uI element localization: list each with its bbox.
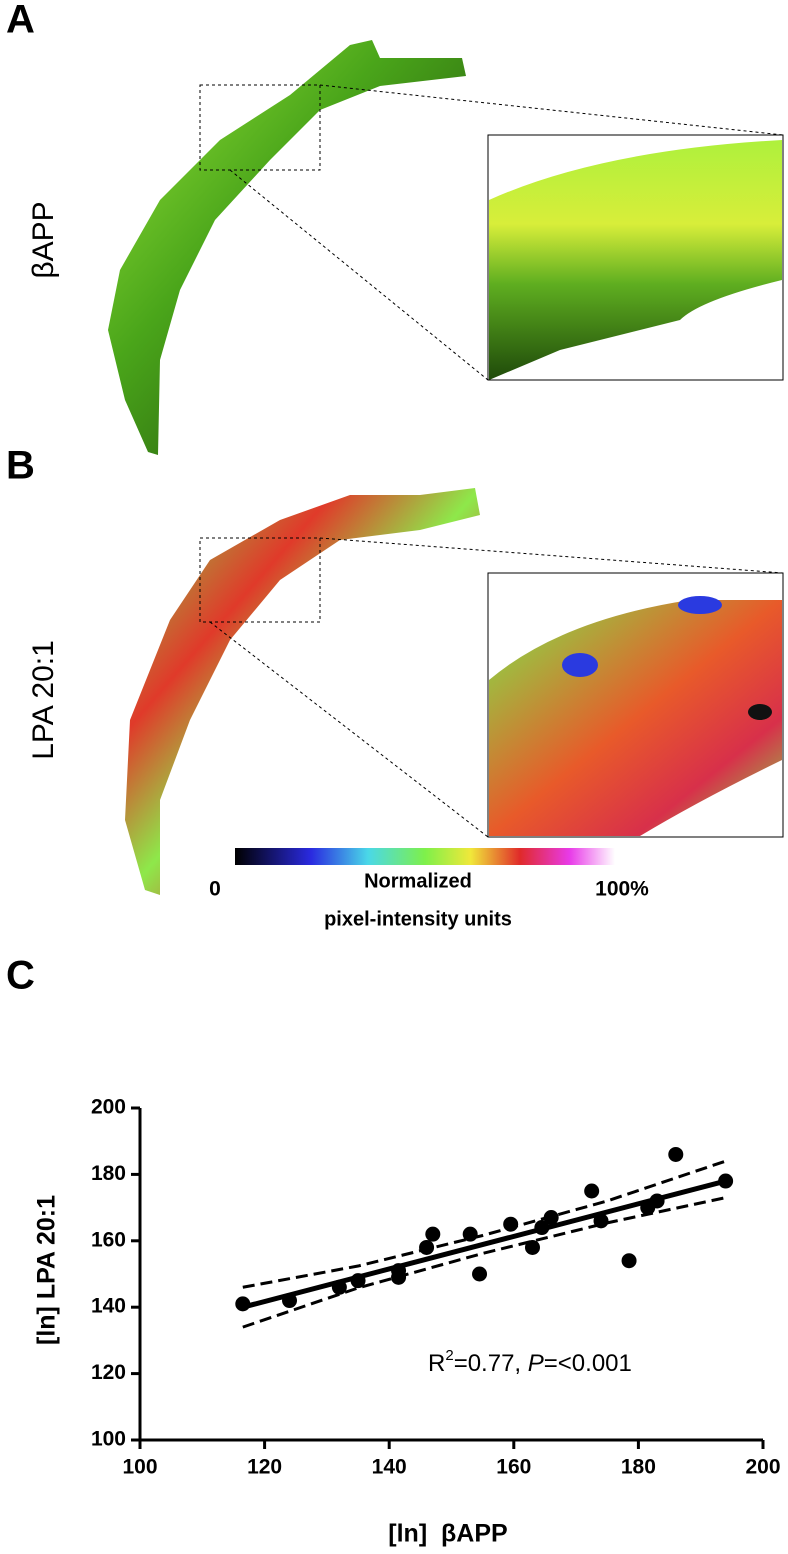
y-tick-label: 120	[91, 1361, 126, 1384]
point	[534, 1220, 550, 1236]
x-tick-label: 120	[247, 1456, 282, 1479]
tissue-image	[108, 40, 466, 455]
panel-label: A	[6, 0, 35, 42]
point	[621, 1253, 637, 1269]
point	[462, 1226, 478, 1242]
point	[391, 1269, 407, 1285]
point	[584, 1183, 600, 1199]
inset-image	[489, 600, 782, 836]
point	[649, 1193, 665, 1209]
ci-upper	[242, 1159, 727, 1289]
colorbar	[235, 848, 615, 865]
colorbar-caption: Normalized	[364, 870, 472, 892]
r2-rest: =0.77,	[454, 1350, 528, 1377]
colorbar-caption: pixel-intensity units	[324, 908, 512, 930]
y-tick-label: 140	[91, 1295, 126, 1318]
p-label: P	[528, 1350, 544, 1377]
colorbar-min: 0	[209, 878, 221, 901]
inset-blob	[562, 653, 598, 677]
panel-label: C	[6, 954, 35, 998]
panel-label: B	[6, 444, 35, 488]
point	[419, 1239, 435, 1255]
point	[425, 1226, 441, 1242]
r2-sup: 2	[445, 1347, 453, 1364]
y-tick-label: 100	[91, 1428, 126, 1451]
point	[331, 1279, 347, 1295]
zoom-line	[229, 169, 489, 381]
zoom-line	[209, 621, 489, 838]
ci-lower	[242, 1196, 726, 1329]
r2-base: R	[428, 1350, 445, 1377]
inset-image	[489, 140, 782, 380]
inset-blob	[748, 704, 772, 720]
stats-annotation: R2=0.77, P=<0.001	[428, 1347, 632, 1377]
zoom-box	[199, 537, 321, 623]
point	[718, 1173, 734, 1189]
tissue-image	[125, 488, 480, 895]
zoom-line	[319, 537, 784, 574]
point	[524, 1239, 540, 1255]
y-axis-title: [ln] LPA 20:1	[33, 1195, 61, 1345]
x-tick-label: 180	[621, 1456, 656, 1479]
colorbar-max: 100%	[595, 878, 649, 901]
x-tick-label: 140	[372, 1456, 407, 1479]
point	[593, 1213, 609, 1229]
y-tick-label: 180	[91, 1162, 126, 1185]
point	[350, 1273, 366, 1289]
point	[472, 1266, 488, 1282]
point	[503, 1216, 519, 1232]
x-tick-label: 100	[122, 1456, 157, 1479]
point	[282, 1293, 298, 1309]
zoom-box	[199, 84, 321, 171]
x-tick-label: 200	[745, 1456, 780, 1479]
image-label: LPA 20:1	[27, 640, 60, 760]
y-tick-label: 200	[91, 1096, 126, 1119]
x-tick-label: 160	[496, 1456, 531, 1479]
image-label: βAPP	[27, 201, 60, 278]
point	[235, 1296, 251, 1312]
inset-blob	[678, 596, 722, 614]
point	[668, 1146, 684, 1162]
point	[543, 1210, 559, 1226]
p-rest: =<0.001	[544, 1350, 632, 1377]
zoom-line	[319, 84, 784, 136]
y-tick-label: 160	[91, 1228, 126, 1251]
x-axis-title: [ln] βAPP	[388, 1520, 507, 1548]
